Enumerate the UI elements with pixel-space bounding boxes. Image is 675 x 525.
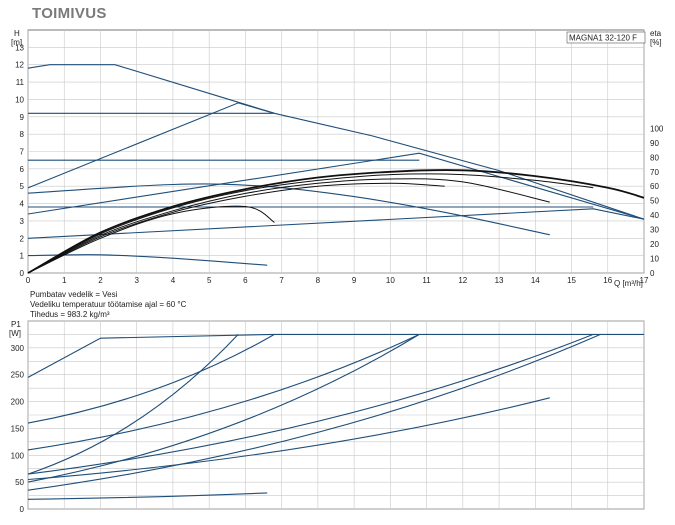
x-tick-label: 16 [603,276,612,285]
head-chart-y2-ticks: 0 10 20 30 40 50 60 70 80 90 100 [650,124,664,278]
y-tick-label: 12 [15,61,24,70]
efficiency-curve-eta-5 [27,205,275,274]
y-axis-label-symbol: H [14,29,20,38]
power-curve-p-min [27,492,268,500]
efficiency-series [27,169,645,274]
y-tick-label: 4 [20,200,25,209]
note-fluid: Pumbatav vedelik = Vesi [30,290,118,299]
power-y-tick-label: 100 [11,451,25,460]
y2-tick-label: 50 [650,197,659,206]
y2-axis-label-symbol: eta [650,29,662,38]
x-tick-label: 12 [458,276,467,285]
power-y-tick-label: 0 [20,505,25,514]
y2-tick-label: 90 [650,139,659,148]
efficiency-curve-eta-1 [27,169,645,274]
y-axis-label-unit: [m] [11,38,22,47]
x-tick-label: 11 [422,276,431,285]
y-tick-label: 7 [20,148,25,157]
y-tick-label: 13 [15,43,24,52]
note-temperature: Vedeliku temperatuur töötamise ajal = 60… [30,300,187,309]
head-curve-mid-curve [27,183,550,236]
power-curve-p-prop-high [27,334,239,475]
x-tick-label: 10 [386,276,395,285]
power-y-axis-label-unit: [W] [9,329,21,338]
y2-tick-label: 30 [650,226,659,235]
head-chart-series [27,64,645,266]
y-tick-label: 5 [20,182,25,191]
power-curve-p-prop-mid-high [27,333,420,483]
y-tick-label: 6 [20,165,25,174]
x-tick-label: 8 [316,276,321,285]
power-chart-y-ticks: 0 50 100 150 200 250 300 [11,344,25,514]
power-curve-p-const-3.8 [27,333,594,475]
y2-tick-label: 100 [650,124,664,133]
y-tick-label: 11 [16,78,25,87]
note-density: Tihedus = 983.2 kg/m³ [30,310,110,319]
head-curve-prop-low [27,208,645,239]
head-chart-x-ticks: 0 1 2 3 4 5 6 7 8 9 10 11 12 13 14 15 16 17 [26,276,649,285]
power-y-tick-label: 200 [11,398,25,407]
power-chart-series [27,333,644,500]
page-title: TOIMIVUS [32,5,107,22]
x-tick-label: 5 [207,276,212,285]
x-tick-label: 14 [531,276,540,285]
power-chart-grid [27,320,645,510]
head-chart: 0 1 2 3 4 5 6 7 8 9 10 11 12 13 14 15 16 17 0123456789101… [11,29,664,319]
y2-tick-label: 0 [650,269,655,278]
power-curve-p-const-9.2-a [27,333,275,424]
x-tick-label: 6 [243,276,248,285]
power-y-tick-label: 300 [11,344,25,353]
power-y-tick-label: 50 [15,478,24,487]
head-curve-min-curve [27,254,268,266]
x-tick-label: 13 [495,276,504,285]
x-tick-label: 15 [567,276,576,285]
head-curve-max [27,64,645,220]
efficiency-curve-eta-3 [27,178,550,274]
y-tick-label: 8 [20,130,25,139]
power-y-tick-label: 250 [11,371,25,380]
head-curve-prop-mid-high [27,152,645,220]
y-tick-label: 0 [20,269,25,278]
y2-tick-label: 10 [650,255,659,264]
head-chart-grid [27,30,645,274]
efficiency-curve-eta-2 [27,173,594,274]
x-tick-label: 4 [171,276,176,285]
chart-title: MAGNA1 32-120 F [569,34,637,43]
x-axis-label: Q [m³/h] [614,279,643,288]
x-tick-label: 3 [134,276,139,285]
y2-tick-label: 70 [650,168,659,177]
power-curve-p-mid [27,397,550,481]
y2-tick-label: 20 [650,240,659,249]
y-tick-label: 3 [20,217,25,226]
head-curve-prop-high [27,102,275,189]
power-curve-p-prop-low [27,333,601,491]
power-y-axis-label-symbol: P1 [11,320,21,329]
y-tick-label: 2 [20,234,25,243]
y2-tick-label: 80 [650,153,659,162]
x-tick-label: 7 [279,276,284,285]
x-tick-label: 17 [640,276,649,285]
y-tick-label: 10 [15,95,24,104]
x-tick-label: 9 [352,276,357,285]
power-y-tick-label: 150 [11,424,25,433]
y2-axis-label-unit: [%] [650,38,662,47]
x-tick-label: 0 [26,276,31,285]
y2-tick-label: 60 [650,182,659,191]
x-tick-label: 2 [98,276,103,285]
efficiency-curve-eta-4 [27,182,445,274]
power-curve-p-const-6.5 [27,333,420,451]
x-tick-label: 1 [62,276,67,285]
y-tick-label: 9 [20,113,25,122]
power-curve-p-max [27,333,644,378]
y-tick-label: 1 [20,252,25,261]
power-chart: 0 50 100 150 200 250 300 P1 [W] [9,320,645,514]
y2-tick-label: 40 [650,211,659,220]
chart-title-box [566,31,646,44]
